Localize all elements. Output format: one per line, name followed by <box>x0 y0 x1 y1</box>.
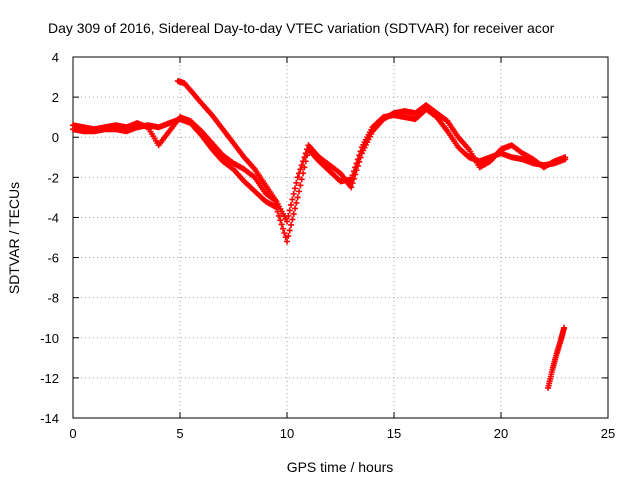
data-point-marker <box>354 163 361 170</box>
x-tick-label: 25 <box>601 426 615 441</box>
data-point-marker <box>285 212 292 219</box>
y-axis-label: SDTVAR / TECUs <box>6 182 22 294</box>
data-point-marker <box>296 188 303 195</box>
data-point-marker <box>350 175 357 182</box>
grid-lines <box>73 57 608 418</box>
x-axis-label: GPS time / hours <box>287 459 394 475</box>
data-point-marker <box>296 170 303 177</box>
data-point-marker <box>290 190 297 197</box>
data-point-marker <box>357 154 364 161</box>
data-point-marker <box>356 158 363 165</box>
y-tick-label: 2 <box>52 90 59 105</box>
data-point-marker <box>275 212 282 219</box>
data-point-marker <box>288 201 295 208</box>
plot-frame <box>72 56 609 419</box>
y-tick-label: -4 <box>47 210 59 225</box>
data-point-marker <box>293 199 300 206</box>
data-point-marker <box>294 174 301 181</box>
y-tick-label: 0 <box>52 130 59 145</box>
data-point-marker <box>562 154 569 161</box>
data-point-marker <box>297 166 304 173</box>
y-tick-label: 4 <box>52 50 59 65</box>
data-point-marker <box>293 179 300 186</box>
data-point-marker <box>294 194 301 201</box>
y-tick-label: -2 <box>47 170 59 185</box>
data-point-marker <box>286 227 293 234</box>
data-point-marker <box>302 150 309 157</box>
data-point-marker <box>284 238 290 245</box>
x-tick-label: 0 <box>69 426 76 441</box>
x-tick-label: 10 <box>280 426 294 441</box>
data-point-marker <box>352 171 359 178</box>
data-point-marker <box>297 182 304 189</box>
data-point-marker <box>290 210 297 217</box>
data-point-marker <box>289 216 296 223</box>
data-point-marker <box>278 221 285 228</box>
y-tick-label: -12 <box>40 371 59 386</box>
data-point-marker <box>273 198 280 205</box>
data-point-marker <box>286 207 293 214</box>
x-tick-label: 20 <box>494 426 508 441</box>
data-point-marker <box>353 167 360 174</box>
data-points <box>70 78 569 391</box>
data-point-marker <box>279 225 286 232</box>
data-point-marker <box>298 176 305 183</box>
data-point-marker <box>277 217 284 224</box>
data-point-marker <box>300 158 307 165</box>
x-axis: 0 5 10 15 20 25 <box>69 57 615 441</box>
data-point-marker <box>298 162 305 169</box>
y-tick-label: -8 <box>47 291 59 306</box>
y-tick-label: -6 <box>47 251 59 266</box>
data-point-marker <box>301 154 308 161</box>
chart-title: Day 309 of 2016, Sidereal Day-to-day VTE… <box>48 20 555 36</box>
data-point-marker <box>289 196 296 203</box>
data-point-marker <box>348 184 355 191</box>
y-tick-label: -10 <box>40 331 59 346</box>
y-tick-label: -14 <box>40 411 59 426</box>
data-point-marker <box>292 205 299 212</box>
data-point-marker <box>284 218 290 225</box>
x-tick-label: 5 <box>176 426 183 441</box>
data-point-marker <box>288 221 295 228</box>
x-tick-label: 15 <box>387 426 401 441</box>
data-point-marker <box>292 185 299 192</box>
data-point-marker <box>349 180 356 187</box>
data-point-marker <box>281 229 288 236</box>
data-point-marker <box>561 324 568 331</box>
data-point-marker <box>285 232 292 239</box>
y-axis: 4 2 0 -2 -4 -6 -8 -10 -12 -14 <box>40 50 608 426</box>
